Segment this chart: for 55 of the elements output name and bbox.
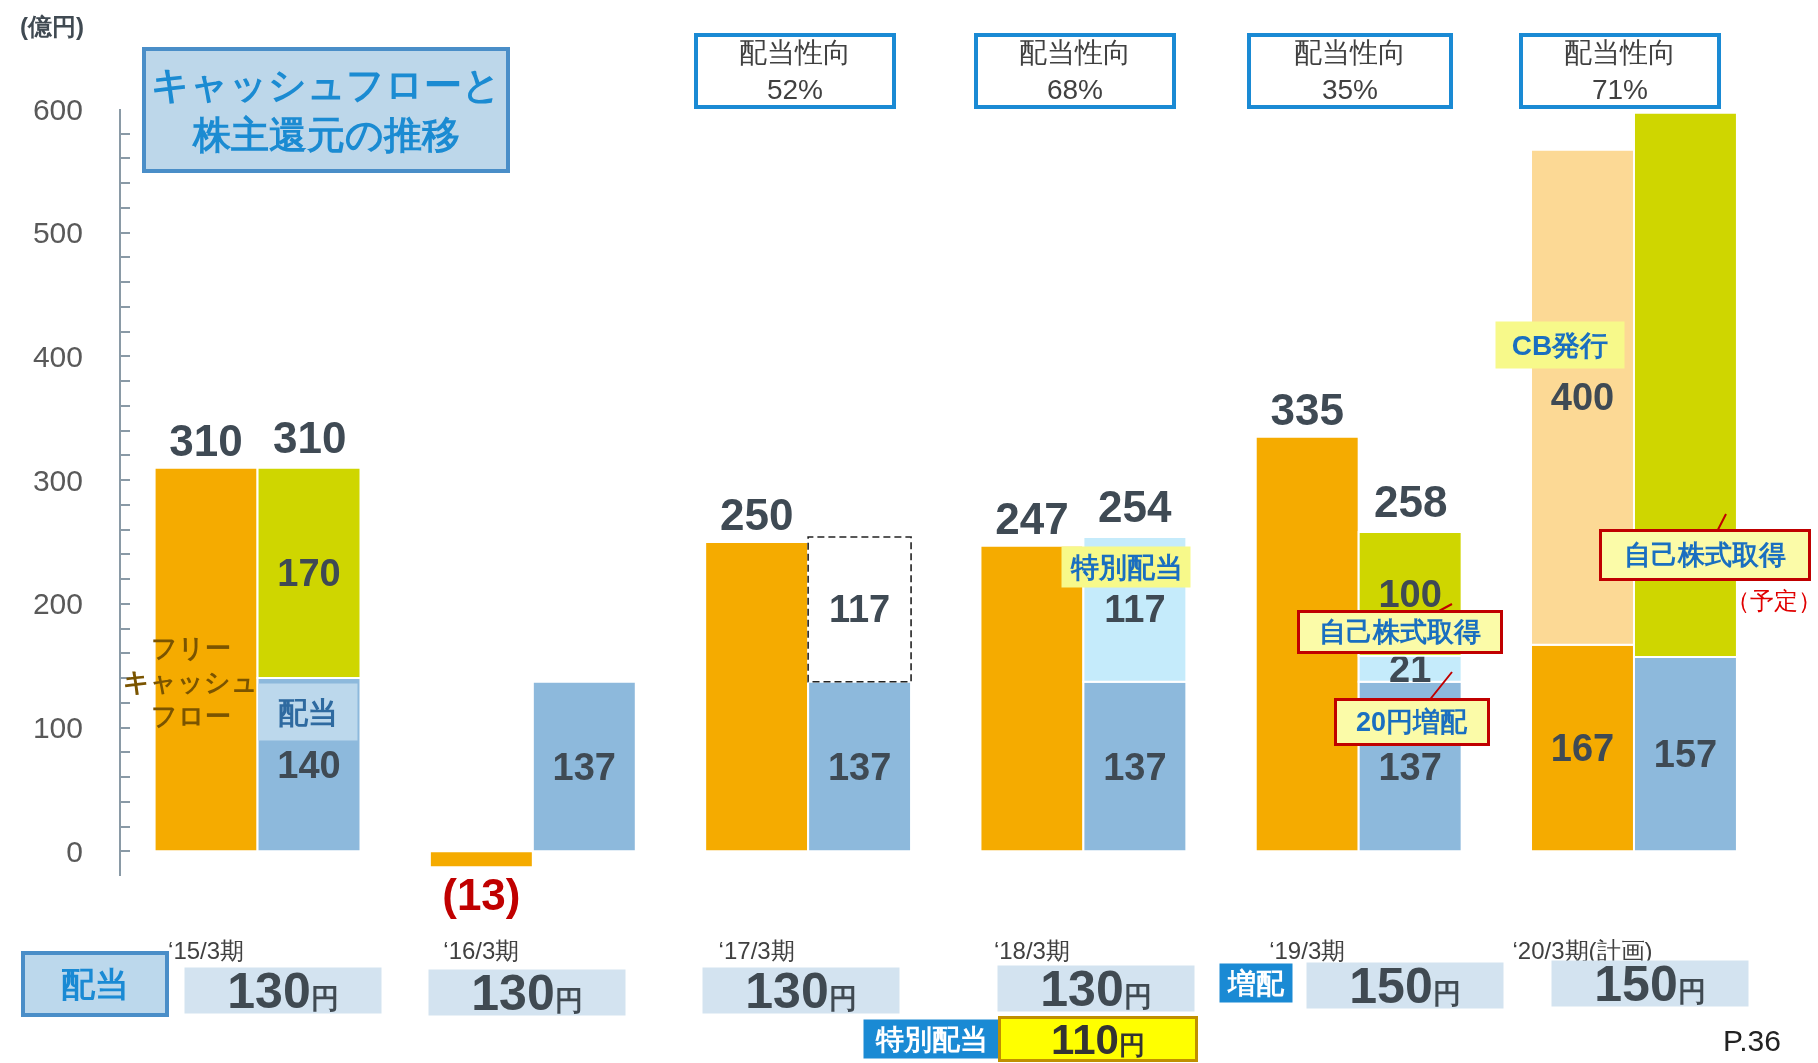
annotation: 自己株式取得: [1624, 540, 1786, 570]
total-label: 310: [273, 413, 347, 462]
x-tick-label: ‘18/3期: [993, 937, 1070, 964]
data-label: (13): [442, 870, 521, 920]
data-label: 170: [277, 551, 341, 594]
annotation: 特別配当: [1069, 551, 1183, 583]
y-tick-label: 600: [32, 92, 83, 126]
data-label: 335: [1270, 384, 1344, 434]
x-tick-label: ‘15/3期: [168, 937, 245, 964]
y-tick-label: 200: [32, 587, 83, 621]
text: 配当性向 35%: [1294, 37, 1406, 105]
total-label: 254: [1098, 482, 1172, 531]
text: 150円: [1349, 957, 1461, 1014]
text: 特別配当: [874, 1023, 988, 1055]
annotation: （予定）: [1726, 587, 1818, 614]
data-label: 400: [1550, 376, 1615, 419]
data-label: 140: [277, 743, 341, 786]
data-label: 21: [1389, 647, 1432, 690]
x-tick-label: ‘16/3期: [443, 937, 520, 964]
data-label: 137: [1103, 745, 1167, 788]
data-label: 100: [1378, 572, 1442, 615]
text: 配当: [61, 965, 129, 1003]
text: 増配: [1227, 967, 1285, 999]
text: P.36: [1723, 1024, 1781, 1057]
data-label: 310: [169, 415, 243, 465]
text: 130円: [227, 962, 339, 1019]
text: 配当性向 71%: [1564, 37, 1676, 105]
y-tick-label: 100: [32, 711, 83, 745]
annotation: 20円増配: [1355, 707, 1469, 737]
text: 130円: [745, 962, 857, 1019]
y-axis-title: (億円): [20, 13, 84, 40]
annotation: 配当: [278, 695, 338, 729]
text: 配当性向 68%: [1019, 37, 1131, 105]
data-label: 137: [827, 745, 892, 788]
data-label: 167: [1550, 726, 1615, 769]
total-label: 258: [1374, 477, 1448, 526]
data-label: 137: [552, 745, 617, 788]
y-tick-label: 300: [32, 463, 83, 497]
annotation: 自己株式取得: [1319, 617, 1481, 647]
data-label: 247: [995, 493, 1069, 543]
text: 配当性向 52%: [739, 37, 851, 105]
annotation: CB発行: [1511, 329, 1609, 361]
data-label: 157: [1653, 733, 1718, 776]
chart-title: キャッシュフローと株主還元の推移: [151, 64, 501, 156]
y-tick-label: 400: [32, 339, 83, 373]
text: 110円: [1051, 1015, 1145, 1063]
data-label: 137: [1378, 745, 1442, 788]
y-tick-label: 500: [32, 216, 83, 250]
x-tick-label: ‘17/3期: [718, 937, 795, 964]
data-label: 117: [828, 588, 891, 631]
text: 130円: [471, 964, 583, 1021]
data-label: 250: [719, 489, 794, 539]
y-tick-label: 0: [66, 834, 83, 868]
x-tick-label: ‘19/3期: [1269, 937, 1346, 964]
data-label: 117: [1104, 588, 1166, 631]
